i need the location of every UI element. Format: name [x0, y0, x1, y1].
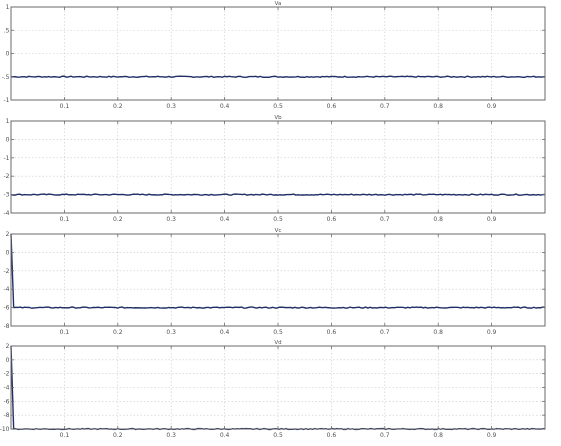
x-tick-label: 0.7: [380, 216, 390, 223]
x-tick-label: 0.3: [166, 432, 176, 439]
signal-trace: [10, 233, 546, 309]
y-tick-label: .5: [4, 27, 10, 34]
x-tick-label: 0.3: [166, 103, 176, 110]
y-tick-label: -4: [4, 286, 10, 293]
x-tick-label: 0.1: [60, 103, 70, 110]
y-tick-label: 0: [6, 357, 10, 364]
y-tick-label: -1: [4, 155, 10, 162]
y-tick-label: -2: [4, 268, 10, 275]
x-tick-label: 0.7: [380, 103, 390, 110]
y-tick-label: -4: [4, 210, 10, 217]
y-tick-label: 2: [6, 343, 10, 350]
x-tick-label: 0.8: [433, 432, 443, 439]
y-tick-label: 0: [6, 136, 10, 143]
y-tick-label: 0: [6, 249, 10, 256]
subplot-title: Vb: [274, 115, 282, 121]
x-tick-label: 0.9: [487, 432, 497, 439]
y-tick-label: -8: [4, 323, 10, 330]
x-tick-label: 0.6: [327, 432, 337, 439]
x-tick-label: 0.7: [380, 329, 390, 336]
y-tick-label: -8: [4, 412, 10, 419]
x-tick-label: 0.2: [113, 329, 123, 336]
y-tick-label: -1: [4, 97, 10, 104]
x-tick-label: 0.1: [60, 432, 70, 439]
x-tick-label: 0.1: [60, 216, 70, 223]
x-tick-label: 0.9: [487, 216, 497, 223]
y-tick-label: -.5: [2, 74, 10, 81]
y-tick-label: -6: [4, 398, 10, 405]
subplot-3: 0.1 0.2 0.3 0.4 0.5 0.6 0.7 0.8 0.9 -8 -6 -4 -2 0 2 Vc: [4, 228, 546, 336]
x-tick-label: 0.5: [273, 103, 283, 110]
x-tick-label: 0.6: [327, 216, 337, 223]
y-tick-label: -3: [4, 192, 10, 199]
x-tick-label: 0.4: [220, 329, 230, 336]
subplot-title: Vc: [275, 228, 282, 234]
x-tick-label: 0.2: [113, 216, 123, 223]
x-tick-label: 0.8: [433, 103, 443, 110]
x-tick-label: 0.3: [166, 216, 176, 223]
y-tick-label: 1: [6, 4, 10, 11]
x-tick-label: 0.5: [273, 329, 283, 336]
y-tick-label: 1: [6, 118, 10, 125]
x-tick-label: 0.9: [487, 329, 497, 336]
x-tick-label: 0.3: [166, 329, 176, 336]
x-tick-label: 0.6: [327, 103, 337, 110]
y-tick-label: -2: [4, 371, 10, 378]
x-tick-label: 0.1: [60, 329, 70, 336]
subplot-2: 0.1 0.2 0.3 0.4 0.5 0.6 0.7 0.8 0.9 -4 -3 -2 -1 0 1 Vb: [4, 115, 546, 223]
x-tick-label: 0.9: [487, 103, 497, 110]
y-tick-label: 2: [6, 231, 10, 238]
signal-trace: [10, 75, 546, 79]
subplot-title: Vd: [274, 340, 281, 346]
x-tick-label: 0.4: [220, 216, 230, 223]
x-tick-label: 0.6: [327, 329, 337, 336]
y-tick-label: -2: [4, 173, 10, 180]
subplot-title: Va: [275, 1, 282, 7]
y-tick-label: -4: [4, 385, 10, 392]
x-tick-label: 0.4: [220, 103, 230, 110]
x-tick-label: 0.7: [380, 432, 390, 439]
x-tick-label: 0.5: [273, 216, 283, 223]
x-tick-label: 0.4: [220, 432, 230, 439]
subplot-1: 0.1 0.2 0.3 0.4 0.5 0.6 0.7 0.8 0.9-1-.50.51 Va: [2, 1, 546, 110]
subplot-4: 0.1 0.2 0.3 0.4 0.5 0.6 0.7 0.8 0.9 -10 -8 -6 -4 -2 0 2…: [0, 340, 546, 439]
x-tick-label: 0.8: [433, 216, 443, 223]
x-tick-label: 0.5: [273, 432, 283, 439]
y-tick-label: -6: [4, 305, 10, 312]
x-tick-label: 0.8: [433, 329, 443, 336]
y-tick-label: -10: [0, 426, 10, 433]
x-tick-label: 0.2: [113, 432, 123, 439]
signal-trace: [10, 193, 546, 196]
y-tick-label: 0: [6, 51, 10, 58]
x-tick-label: 0.2: [113, 103, 123, 110]
